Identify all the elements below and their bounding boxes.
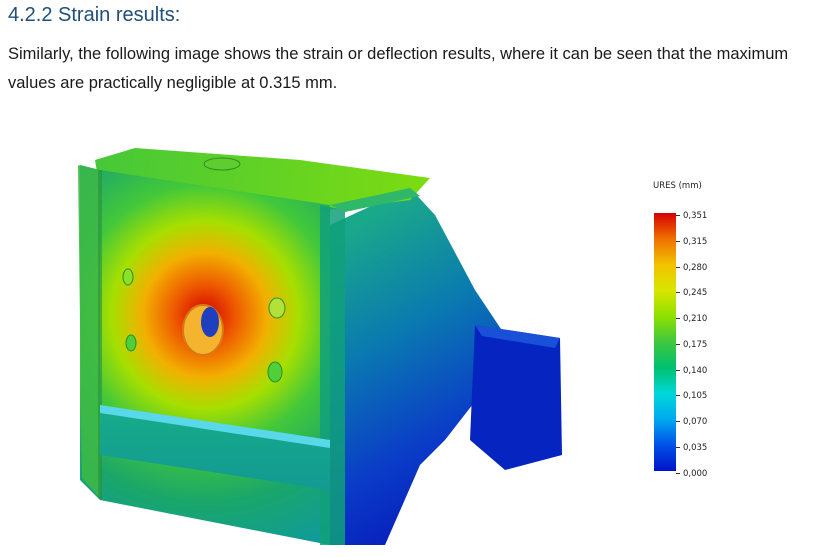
legend-tick: 0,245 xyxy=(676,288,707,300)
fea-displacement-render xyxy=(78,148,562,545)
legend-tick: 0,105 xyxy=(676,391,707,403)
legend-title: URES (mm) xyxy=(653,181,702,191)
legend-tick: 0,175 xyxy=(676,340,707,352)
legend-tick: 0,351 xyxy=(676,211,707,223)
legend-colorbar xyxy=(654,213,676,471)
legend-tick: 0,315 xyxy=(676,237,707,249)
legend-tick: 0,000 xyxy=(676,469,707,481)
section-heading: 4.2.2 Strain results: xyxy=(8,4,181,26)
legend-tick: 0,035 xyxy=(676,443,707,455)
legend-tick: 0,210 xyxy=(676,314,707,326)
section-paragraph: Similarly, the following image shows the… xyxy=(8,45,789,92)
legend-tick: 0,140 xyxy=(676,366,707,378)
legend-tick: 0,070 xyxy=(676,417,707,429)
legend-tick: 0,280 xyxy=(676,263,707,275)
